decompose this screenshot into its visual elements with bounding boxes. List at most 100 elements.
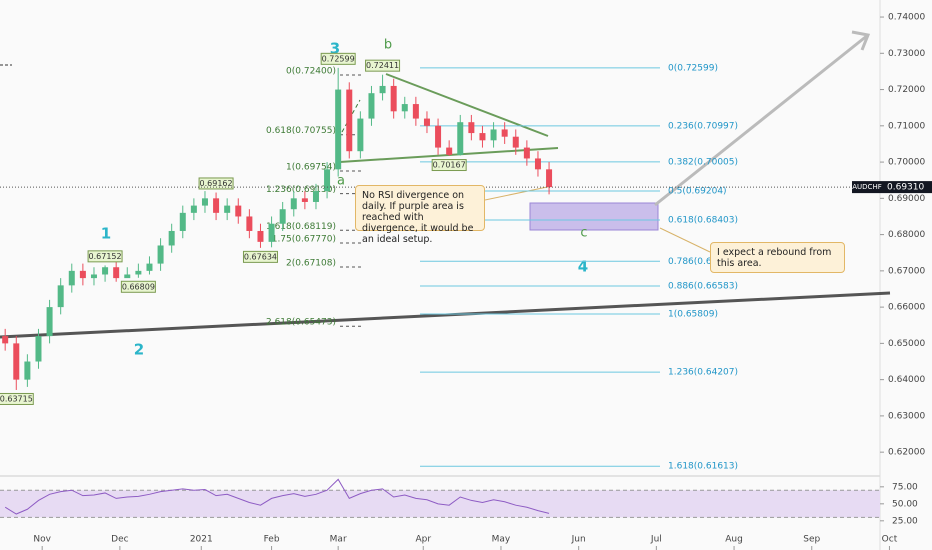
candle-body [279, 209, 286, 224]
y-tick-label: 0.68000 [888, 230, 925, 240]
fib-label: 0.886(0.66583) [668, 281, 738, 291]
x-tick-label: Nov [33, 535, 51, 545]
candle-body [346, 89, 353, 152]
x-tick-label: Jun [571, 535, 586, 545]
y-tick-label: 0.64000 [888, 375, 925, 385]
y-tick-label: 0.62000 [888, 448, 925, 458]
price-label-box [431, 159, 467, 172]
candle-body [24, 361, 31, 380]
candle-body [301, 198, 308, 202]
candle-body [90, 274, 97, 279]
fib-label: 0(0.72599) [668, 63, 718, 73]
wave-label: 4 [578, 258, 588, 276]
candle-body [546, 169, 553, 188]
x-tick-label: Apr [415, 535, 431, 545]
price-label: 0.69162 [200, 179, 233, 188]
candle-body [57, 285, 64, 308]
rsi-tick-label: 50.00 [892, 499, 918, 509]
x-tick-label: Jul [650, 535, 662, 545]
y-tick-label: 0.73000 [888, 49, 925, 59]
candle-body [312, 191, 319, 202]
fib-label: 0.618(0.70755) [266, 126, 336, 136]
x-tick-label: Oct [882, 535, 898, 545]
candle-body [190, 205, 197, 213]
candle-body [468, 122, 475, 134]
candle-body [523, 147, 530, 159]
price-label: 0.67152 [89, 252, 122, 261]
candle-body [479, 133, 486, 141]
price-label-box [120, 280, 156, 293]
candle-body [46, 307, 53, 337]
y-tick-label: 0.63000 [888, 411, 925, 421]
price-label-box [242, 250, 278, 263]
fib-label: 0.618(0.68403) [668, 215, 738, 225]
fib-label: 0.786(0.67265) [668, 257, 738, 267]
candle-body [13, 343, 20, 380]
candle-body [135, 270, 142, 275]
y-tick-label: 0.67000 [888, 266, 925, 276]
candle-body [368, 93, 375, 119]
wave-label: 3 [330, 40, 340, 58]
fib-label: 0(0.72400) [286, 67, 336, 77]
fib-label: 1.236(0.69130) [266, 185, 336, 195]
candle-body [423, 118, 430, 126]
rsi-tick-label: 25.00 [892, 516, 918, 526]
candle-body [457, 122, 464, 155]
price-tag [882, 181, 932, 194]
wave-label: 2 [134, 341, 144, 359]
candle-body [102, 267, 109, 275]
price-label-box [320, 52, 356, 65]
candle-body [379, 85, 386, 94]
trend-line [0, 291, 891, 339]
note-pointer [484, 185, 553, 201]
candle-body [324, 169, 331, 192]
candle-body [235, 205, 242, 217]
candle-body [290, 198, 297, 210]
projection-arrow [654, 33, 869, 207]
candle-body [224, 205, 231, 213]
candle-body [113, 267, 120, 279]
price-label-box [87, 250, 123, 263]
note-pointer [659, 227, 711, 253]
price-label: 0.72411 [366, 61, 399, 70]
candle-body [390, 85, 397, 112]
price-tag-label: 0.69310 [887, 183, 924, 193]
candle-body [435, 125, 442, 148]
fib-label: 1.618(0.68119) [266, 222, 336, 232]
price-label-box [0, 392, 34, 405]
x-tick-label: Mar [330, 535, 347, 545]
y-tick-label: 0.65000 [888, 339, 925, 349]
y-tick-label: 0.74000 [888, 13, 925, 23]
note: I expect a rebound from this area. [710, 242, 845, 273]
corrective-label: c [580, 226, 587, 241]
candle-body [179, 212, 186, 231]
symbol-tag [852, 181, 882, 194]
price-label: 0.70167 [433, 161, 466, 170]
candle-body [268, 223, 275, 242]
candle-body [146, 263, 153, 271]
corrective-label: a [337, 174, 345, 189]
y-tick-label: 0.66000 [888, 303, 925, 313]
rsi-line [4, 478, 550, 515]
fib-label: 1.618(0.61613) [668, 462, 738, 472]
candle-body [35, 336, 42, 362]
fib-label: 0.236(0.70997) [668, 121, 738, 131]
candle-body [357, 118, 364, 152]
candle-body [512, 136, 519, 148]
candle-body [534, 158, 541, 170]
candle-body [446, 147, 453, 155]
rsi-tick-label: 75.00 [892, 482, 918, 492]
price-label: 0.67634 [244, 252, 277, 261]
candle-body [412, 104, 419, 119]
note: No RSI divergence on daily. If purple ar… [355, 185, 485, 245]
candle-body [335, 89, 342, 170]
x-tick-label: Feb [264, 535, 280, 545]
x-tick-label: Sep [803, 535, 820, 545]
fib-label: 0.5(0.69204) [668, 186, 727, 196]
x-tick-label: 2021 [190, 535, 213, 545]
price-label: 0.63715 [0, 394, 33, 403]
target-zone [529, 202, 659, 231]
